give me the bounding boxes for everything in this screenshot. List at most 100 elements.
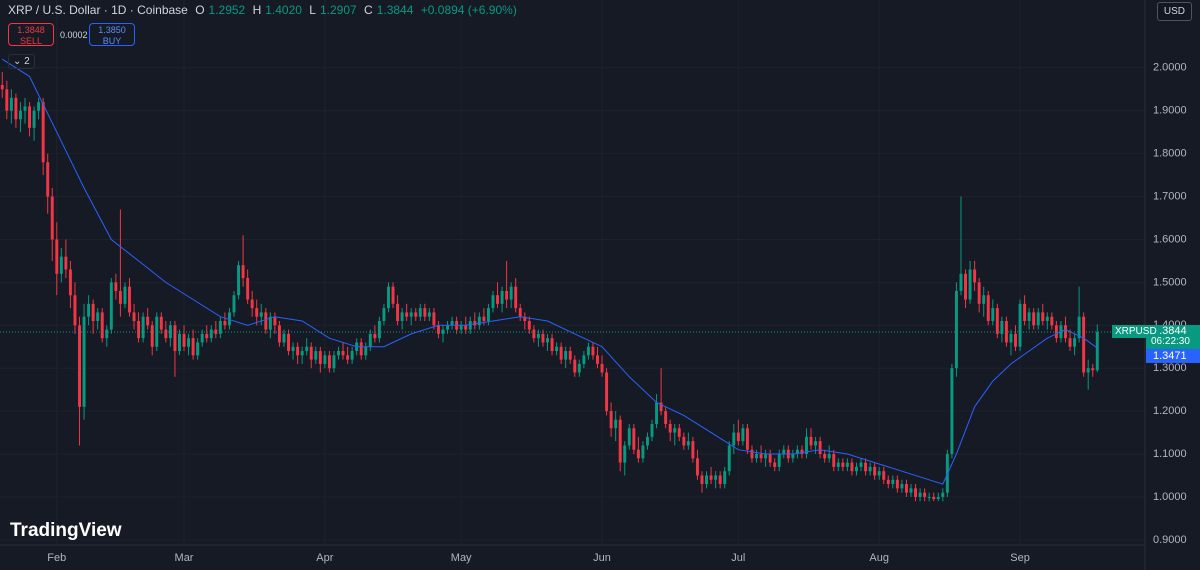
candle-body: [891, 479, 895, 485]
candle-body: [709, 475, 713, 480]
candle-body: [691, 441, 695, 459]
candle-body: [677, 428, 681, 437]
candle-body: [396, 303, 400, 321]
candle-body: [536, 333, 540, 339]
candle-body: [982, 295, 986, 304]
candle-body: [1086, 368, 1090, 373]
candle-body: [954, 290, 958, 369]
y-tick-label: 1.2000: [1153, 405, 1187, 417]
candle-body: [655, 402, 659, 424]
candle-body: [368, 333, 372, 347]
candle-body: [855, 466, 858, 472]
candle-body: [232, 295, 236, 313]
buy-button[interactable]: 1.3850 BUY: [89, 23, 135, 46]
candle-body: [518, 308, 522, 317]
candle-body: [491, 295, 495, 309]
candle-body: [800, 449, 804, 455]
candle-body: [805, 436, 808, 455]
candle-body: [332, 355, 336, 369]
candle-body: [1041, 312, 1045, 321]
candle-body: [1036, 312, 1040, 326]
candle-body: [450, 320, 454, 326]
candle-body: [932, 496, 936, 500]
candle-body: [205, 333, 209, 339]
symbol[interactable]: XRP / U.S. Dollar · 1D · Coinbase: [8, 3, 188, 17]
candle-body: [827, 454, 831, 459]
candle-body: [191, 338, 195, 356]
sell-price: 1.3848: [17, 25, 45, 35]
indicators-toggle[interactable]: ⌄ 2: [8, 54, 35, 69]
candle-body: [364, 346, 368, 356]
candle-body: [91, 303, 95, 321]
candle-body: [527, 320, 531, 330]
candle-body: [468, 320, 472, 330]
x-tick-label: May: [451, 552, 472, 564]
candle-body: [886, 479, 890, 485]
candle-body: [514, 286, 518, 309]
candle-body: [823, 454, 827, 459]
candle-body: [387, 286, 390, 309]
candle-body: [809, 436, 813, 446]
candle-body: [682, 436, 686, 446]
candle-body: [573, 359, 577, 373]
candle-body: [959, 273, 963, 291]
candle-body: [1077, 316, 1081, 339]
candle-body: [182, 333, 186, 347]
candle-body: [187, 338, 191, 347]
candle-body: [1091, 368, 1095, 371]
ma-price-box: [1146, 348, 1200, 363]
candle-body: [636, 449, 640, 459]
candle-body: [923, 492, 927, 497]
candle-body: [323, 355, 327, 364]
candle-body: [850, 462, 854, 472]
candle-body: [218, 320, 222, 334]
candle-body: [314, 351, 318, 360]
candle-body: [795, 449, 799, 455]
y-tick-label: 1.3000: [1153, 362, 1187, 374]
candle-body: [695, 458, 699, 476]
candle-body: [268, 316, 272, 330]
candle-body: [28, 106, 32, 128]
candle-body: [59, 256, 63, 274]
candle-body: [377, 320, 381, 339]
candle-body: [986, 295, 990, 321]
candle-body: [596, 355, 599, 364]
candle-body: [400, 312, 404, 321]
candle-body: [32, 110, 36, 128]
candle-body: [382, 308, 386, 321]
countdown: 06:22:30: [1151, 335, 1190, 347]
currency-button[interactable]: USD: [1156, 2, 1192, 21]
candle-body: [309, 346, 313, 360]
candle-body: [414, 312, 418, 317]
candle-body: [950, 368, 954, 455]
candle-body: [68, 269, 72, 296]
candle-body: [1027, 312, 1031, 321]
candle-body: [546, 338, 549, 343]
candle-body: [405, 312, 409, 317]
y-tick-label: 1.0000: [1153, 491, 1187, 503]
sell-button[interactable]: 1.3848 SELL: [8, 23, 54, 46]
candle-body: [768, 454, 772, 463]
candle-body: [109, 282, 113, 330]
candle-body: [446, 325, 450, 330]
candle-body: [532, 329, 536, 339]
candle-body: [423, 308, 427, 317]
candle-body: [605, 372, 609, 412]
candle-body: [509, 286, 513, 300]
x-tick-label: Feb: [47, 552, 66, 564]
candle-body: [1050, 316, 1054, 326]
candle-body: [168, 325, 172, 339]
ma-price-label: 1.3471: [1153, 350, 1187, 362]
candle-body: [814, 441, 818, 446]
candle-body: [609, 411, 613, 429]
candle-body: [864, 462, 868, 472]
candle-body: [586, 346, 590, 356]
candle-body: [904, 484, 908, 493]
candle-body: [78, 325, 81, 407]
y-tick-label: 0.9000: [1153, 534, 1187, 546]
candle-body: [559, 346, 563, 360]
candle-body: [550, 338, 554, 352]
candle-body: [868, 466, 872, 472]
